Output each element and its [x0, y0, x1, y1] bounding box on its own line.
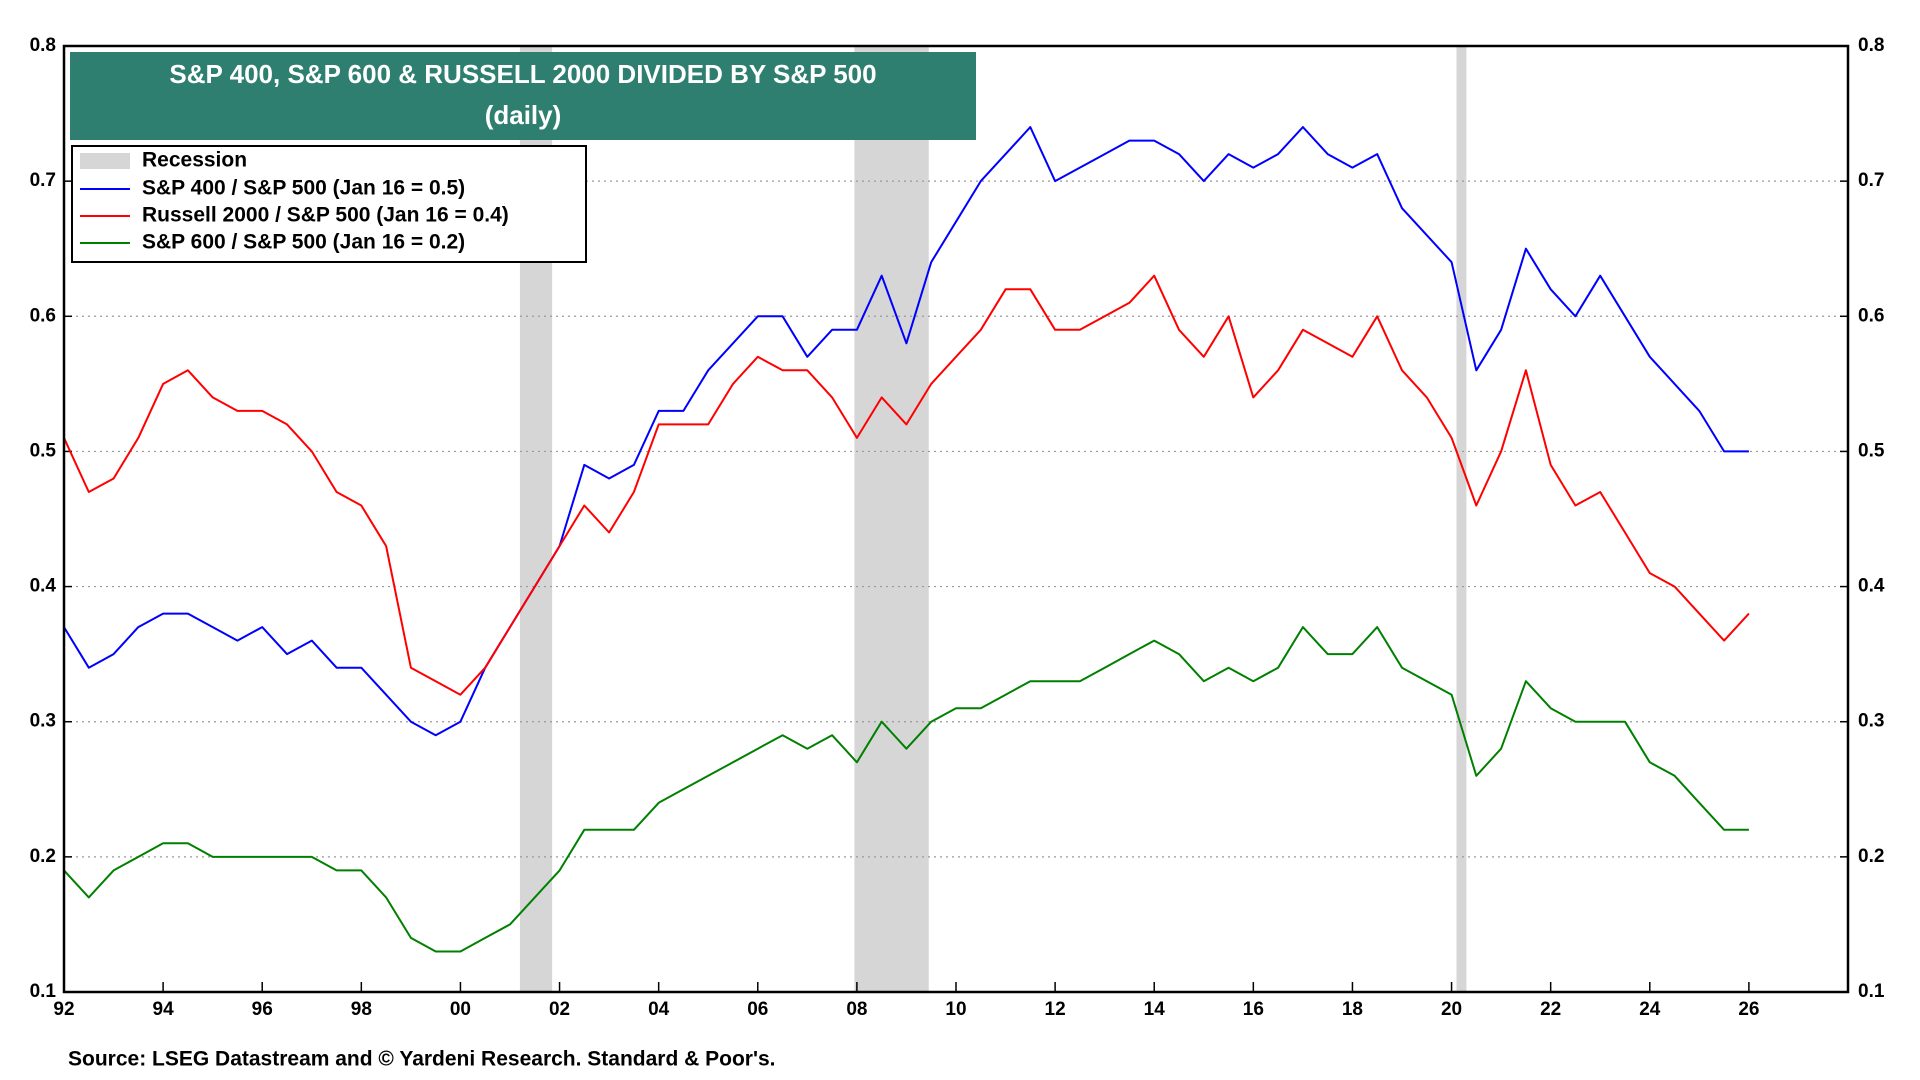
x-tick-label: 04	[648, 999, 670, 1020]
x-tick-label: 06	[747, 999, 768, 1020]
x-tick-label: 22	[1540, 999, 1561, 1020]
x-tick-label: 10	[945, 999, 966, 1020]
x-tick-label: 98	[351, 999, 372, 1020]
title-box	[70, 52, 976, 140]
x-tick-label: 96	[252, 999, 273, 1020]
y-tick-label: 0.5	[30, 440, 57, 461]
legend-label: S&P 600 / S&P 500 (Jan 16 = 0.2)	[142, 231, 465, 254]
x-tick-label: 08	[846, 999, 867, 1020]
y-tick-label: 0.1	[30, 981, 57, 1002]
x-tick-label: 00	[450, 999, 471, 1020]
x-tick-label: 12	[1045, 999, 1066, 1020]
legend-box	[71, 145, 587, 263]
chart-title: S&P 400, S&P 600 & RUSSELL 2000 DIVIDED …	[169, 59, 876, 89]
recession-band	[854, 46, 929, 992]
y2-tick-label: 0.6	[1858, 305, 1884, 326]
x-tick-label: 14	[1144, 999, 1166, 1020]
series-line	[63, 126, 1749, 737]
x-tick-label: 24	[1639, 999, 1661, 1020]
recession-band	[1456, 46, 1467, 992]
y2-tick-label: 0.8	[1858, 35, 1884, 56]
plot-frame	[62, 44, 1850, 994]
y-tick-label: 0.6	[30, 305, 56, 326]
x-tick-label: 92	[53, 999, 74, 1020]
x-tick-label: 94	[153, 999, 175, 1020]
x-tick-label: 26	[1738, 999, 1759, 1020]
y2-tick-label: 0.7	[1858, 170, 1884, 191]
y-tick-label: 0.2	[30, 846, 56, 867]
x-tick-label: 18	[1342, 999, 1363, 1020]
chart-subtitle: (daily)	[485, 100, 562, 130]
y-tick-label: 0.8	[30, 35, 56, 56]
y-tick-label: 0.7	[30, 170, 56, 191]
legend-label: S&P 400 / S&P 500 (Jan 16 = 0.5)	[142, 177, 465, 200]
y-tick-label: 0.3	[30, 711, 56, 732]
source-note: Source: LSEG Datastream and © Yardeni Re…	[68, 1048, 775, 1071]
legend-label: Recession	[142, 149, 247, 172]
x-tick-label: 16	[1243, 999, 1264, 1020]
y2-tick-label: 0.4	[1858, 576, 1885, 597]
series-line	[63, 626, 1749, 953]
x-tick-label: 20	[1441, 999, 1462, 1020]
y2-tick-label: 0.3	[1858, 711, 1884, 732]
series-line	[63, 274, 1750, 696]
y2-tick-label: 0.2	[1858, 846, 1884, 867]
legend-label: Russell 2000 / S&P 500 (Jan 16 = 0.4)	[142, 204, 509, 227]
x-tick-label: 02	[549, 999, 570, 1020]
y2-tick-label: 0.5	[1858, 440, 1885, 461]
legend-swatch	[80, 153, 130, 169]
y2-tick-label: 0.1	[1858, 981, 1885, 1002]
y-tick-label: 0.4	[30, 576, 57, 597]
